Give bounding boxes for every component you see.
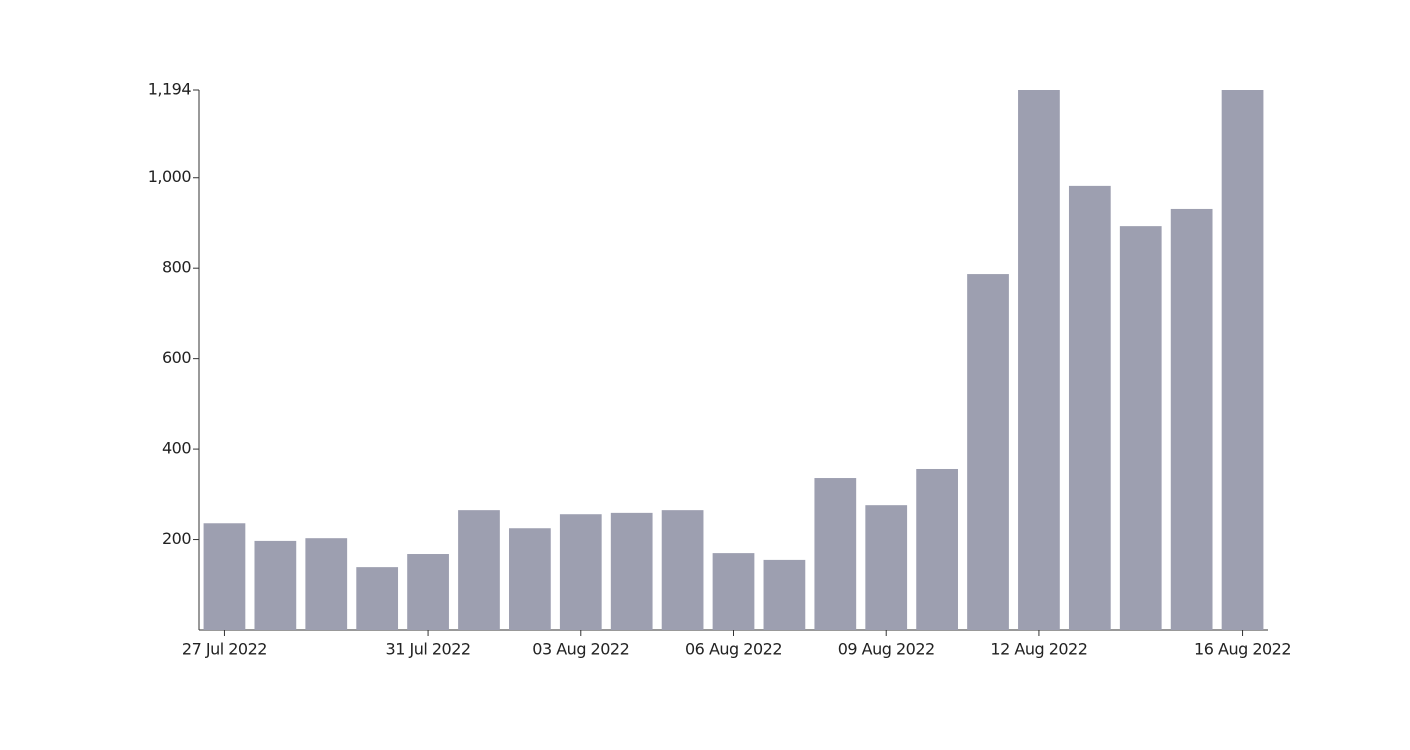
bar (1221, 90, 1264, 630)
x-tick-label: 27 Jul 2022 (182, 640, 267, 659)
x-tick-label: 06 Aug 2022 (685, 640, 782, 659)
bar (1119, 226, 1162, 630)
bar (763, 559, 806, 630)
bar (407, 554, 449, 630)
bar (967, 274, 1009, 630)
y-tick-label: 400 (162, 439, 191, 458)
bar (305, 538, 348, 630)
bar (1170, 208, 1213, 631)
bar (1068, 185, 1111, 630)
y-tick-label: 1,000 (148, 167, 192, 186)
bar (1018, 90, 1060, 630)
x-tick-label: 31 Jul 2022 (386, 640, 471, 659)
bar (559, 514, 602, 630)
bar (458, 510, 500, 630)
x-tick-label: 16 Aug 2022 (1194, 640, 1291, 659)
y-tick-label: 600 (162, 348, 191, 367)
bar (254, 540, 297, 630)
y-tick-label: 800 (162, 258, 191, 277)
bar (865, 505, 908, 630)
bar (509, 528, 551, 630)
bar (712, 553, 755, 630)
x-tick-label: 12 Aug 2022 (990, 640, 1087, 659)
y-tick-label: 200 (162, 529, 191, 548)
y-tick-label: 1,194 (148, 80, 192, 99)
bar (916, 468, 958, 630)
bar (610, 512, 653, 630)
bar (661, 510, 704, 630)
bar (356, 567, 399, 630)
x-tick-label: 03 Aug 2022 (532, 640, 629, 659)
x-tick-label: 09 Aug 2022 (838, 640, 935, 659)
bar (814, 478, 857, 630)
bar (203, 523, 246, 630)
